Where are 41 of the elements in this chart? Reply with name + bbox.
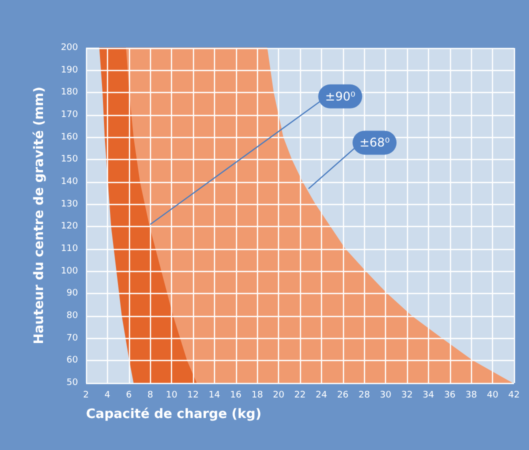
y-tick-label: 140 — [60, 177, 78, 187]
x-tick-label: 6 — [126, 390, 132, 400]
y-tick-label: 190 — [60, 65, 78, 76]
x-tick-label: 2 — [83, 390, 89, 400]
x-tick-label: 38 — [465, 390, 478, 400]
x-tick-label: 34 — [422, 390, 434, 400]
annotation: ±68⁰ — [359, 136, 390, 150]
x-tick-label: 42 — [508, 390, 520, 400]
y-tick-label: 180 — [60, 88, 78, 98]
x-tick-label: 10 — [166, 390, 178, 400]
y-tick-label: 50 — [66, 378, 78, 388]
y-tick-label: 150 — [60, 154, 78, 165]
x-tick-label: 22 — [294, 390, 306, 400]
x-tick-label: 20 — [272, 390, 285, 400]
x-tick-label: 16 — [230, 390, 242, 400]
y-tick-label: 120 — [60, 222, 78, 232]
y-axis-title: Hauteur du centre de gravité (mm) — [32, 86, 47, 344]
x-axis-title: Capacité de charge (kg) — [86, 407, 262, 422]
x-tick-label: 8 — [147, 390, 154, 400]
x-tick-label: 40 — [486, 390, 499, 400]
y-tick-label: 80 — [66, 311, 78, 321]
y-tick-label: 100 — [60, 266, 78, 276]
x-tick-label: 4 — [104, 390, 111, 400]
x-tick-label: 32 — [401, 390, 413, 400]
x-tick-label: 12 — [187, 390, 199, 400]
y-tick-label: 90 — [66, 288, 78, 299]
x-tick-label: 28 — [358, 390, 370, 400]
y-tick-label: 70 — [66, 333, 78, 344]
x-tick-label: 26 — [337, 390, 349, 400]
y-tick-label: 170 — [60, 110, 78, 120]
x-tick-label: 30 — [380, 390, 392, 400]
y-tick-label: 160 — [60, 132, 78, 142]
y-tick-label: 60 — [66, 356, 78, 366]
y-tick-label: 130 — [60, 199, 78, 210]
x-tick-label: 24 — [316, 390, 328, 400]
y-tick-label: 110 — [60, 244, 78, 254]
x-tick-label: 18 — [251, 390, 264, 400]
annotation: ±90⁰ — [325, 89, 356, 104]
y-tick-label: 200 — [60, 43, 78, 53]
x-tick-label: 36 — [444, 390, 456, 400]
x-tick-label: 14 — [208, 390, 220, 400]
